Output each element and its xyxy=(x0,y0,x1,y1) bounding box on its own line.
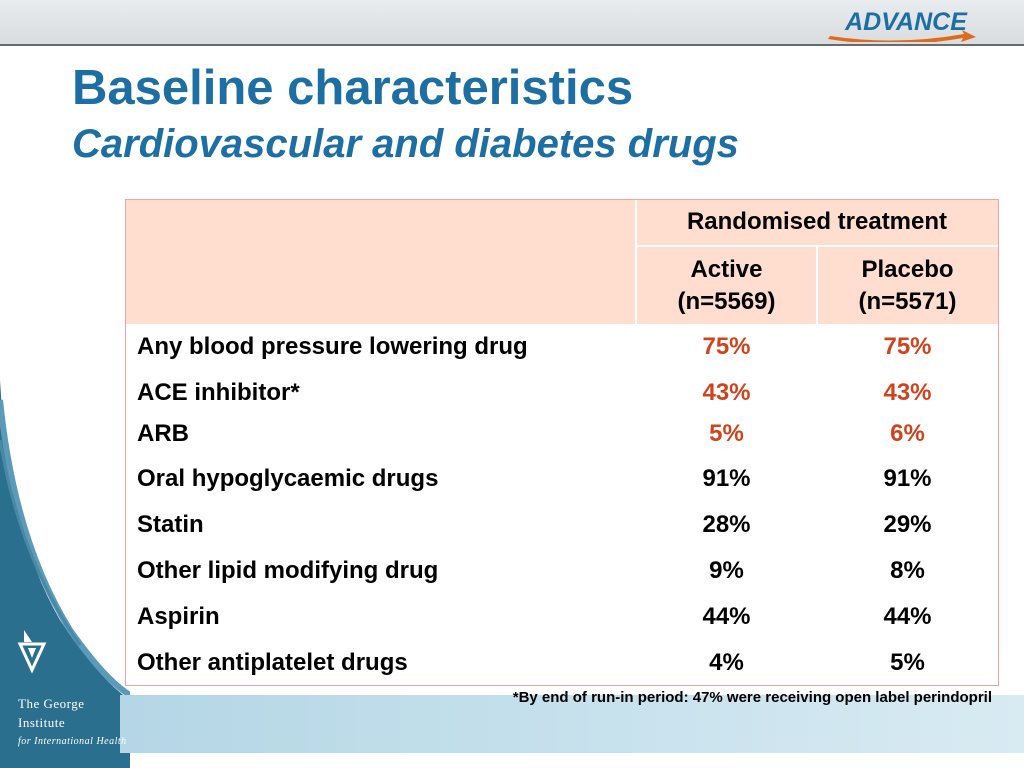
table-row: Oral hypoglycaemic drugs 91% 91% xyxy=(126,459,998,499)
placebo-value: 5% xyxy=(890,649,925,676)
institute-emblem-icon xyxy=(17,630,47,674)
column-header-line: (n=5571) xyxy=(858,288,957,315)
footnote: *By end of run-in period: 47% were recei… xyxy=(512,689,992,706)
active-value: 28% xyxy=(702,511,751,538)
institute-line1: The George xyxy=(18,696,85,711)
column-header-active: Active (n=5569) xyxy=(636,254,817,318)
header-divider xyxy=(636,245,998,247)
active-value: 44% xyxy=(702,603,751,630)
slide-title: Baseline characteristics xyxy=(72,61,634,115)
table-row: Any blood pressure lowering drug 75% 75% xyxy=(126,327,998,367)
active-value: 5% xyxy=(709,420,744,447)
logo-text: ADVANCE xyxy=(844,8,968,36)
placebo-value: 91% xyxy=(883,465,932,492)
table-row: Other lipid modifying drug 9% 8% xyxy=(126,551,998,591)
row-label: Aspirin xyxy=(137,603,220,630)
group-header: Randomised treatment xyxy=(686,208,948,235)
active-value: 43% xyxy=(702,379,751,406)
row-label: Statin xyxy=(137,511,204,538)
column-header-line: (n=5569) xyxy=(677,288,776,315)
row-label: Any blood pressure lowering drug xyxy=(137,333,528,360)
left-decoration xyxy=(0,380,130,768)
active-value: 75% xyxy=(702,333,751,360)
placebo-value: 8% xyxy=(890,557,925,584)
active-value: 91% xyxy=(702,465,751,492)
table-row: ARB 5% 6% xyxy=(126,414,998,454)
row-label: Other antiplatelet drugs xyxy=(137,649,408,676)
institute-line2: Institute xyxy=(18,715,66,730)
header-divider xyxy=(635,200,637,324)
bottom-strip xyxy=(120,695,1024,753)
institute-line3: for International Health xyxy=(18,736,127,747)
column-header-placebo: Placebo (n=5571) xyxy=(817,254,998,318)
advance-logo: ADVANCE xyxy=(828,8,976,42)
table-row: ACE inhibitor* 43% 43% xyxy=(126,373,998,413)
placebo-value: 29% xyxy=(883,511,932,538)
row-label: Other lipid modifying drug xyxy=(137,557,439,584)
placebo-value: 75% xyxy=(883,333,932,360)
institute-name: The George Institute for International H… xyxy=(18,694,127,751)
row-label: Oral hypoglycaemic drugs xyxy=(137,465,439,492)
placebo-value: 6% xyxy=(890,420,925,447)
active-value: 9% xyxy=(709,557,744,584)
row-label: ACE inhibitor* xyxy=(137,379,300,406)
top-bar: ADVANCE xyxy=(0,0,1024,46)
header-divider xyxy=(816,247,818,324)
table-header-bg xyxy=(126,200,998,324)
slide-subtitle: Cardiovascular and diabetes drugs xyxy=(72,122,739,166)
active-value: 4% xyxy=(709,649,744,676)
row-label: ARB xyxy=(137,420,189,447)
table-row: Other antiplatelet drugs 4% 5% xyxy=(126,643,998,683)
placebo-value: 43% xyxy=(883,379,932,406)
table-row: Statin 28% 29% xyxy=(126,505,998,545)
column-header-line: Active xyxy=(690,256,763,283)
column-header-line: Placebo xyxy=(861,256,954,283)
drugs-table: Randomised treatment Active (n=5569) Pla… xyxy=(125,199,999,686)
placebo-value: 44% xyxy=(883,603,932,630)
table-row: Aspirin 44% 44% xyxy=(126,597,998,637)
